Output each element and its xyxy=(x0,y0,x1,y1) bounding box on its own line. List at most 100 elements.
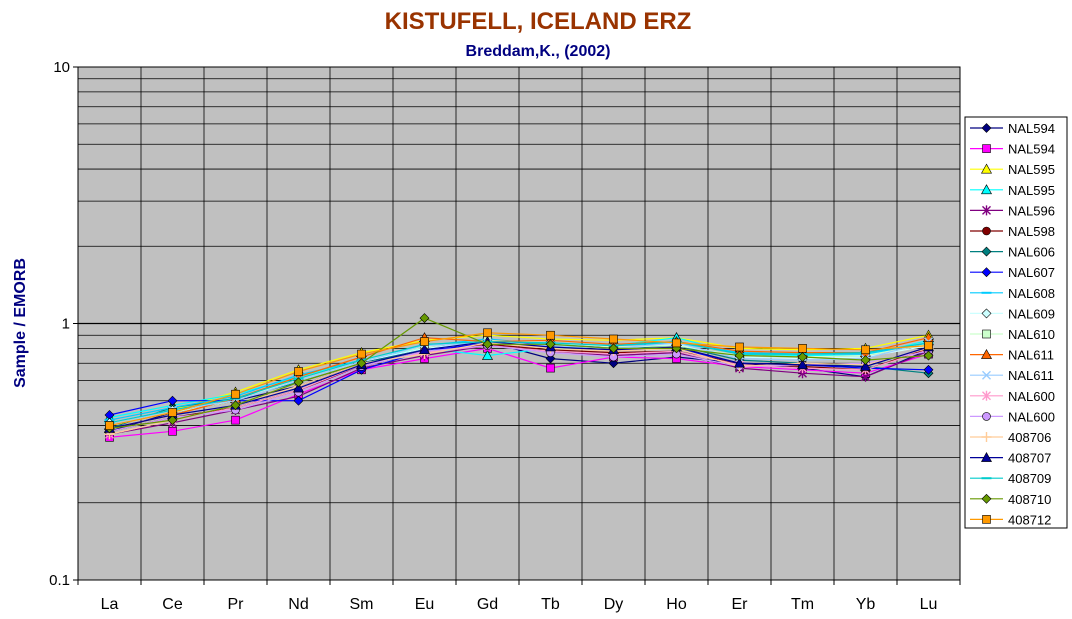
x-tick-label: Gd xyxy=(477,596,498,613)
legend-marker xyxy=(981,432,992,442)
data-point xyxy=(796,359,809,370)
data-point xyxy=(293,377,304,388)
data-point xyxy=(860,355,871,366)
legend-marker xyxy=(982,329,991,339)
legend-marker xyxy=(980,184,993,195)
data-point xyxy=(734,350,745,361)
x-tick-label: Ce xyxy=(162,596,183,613)
data-point xyxy=(231,389,240,399)
x-tick-label: Er xyxy=(732,596,749,613)
legend-marker xyxy=(982,370,991,380)
legend-item: 408706 xyxy=(970,430,1051,445)
series-line xyxy=(109,317,929,429)
legend-label: 408707 xyxy=(1008,451,1051,466)
series-group xyxy=(103,313,935,442)
legend-label: NAL611 xyxy=(1008,348,1054,363)
legend-marker xyxy=(981,246,992,257)
series-line xyxy=(109,337,929,419)
data-point xyxy=(608,343,619,354)
legend-item: NAL600 xyxy=(970,389,1055,404)
legend-marker xyxy=(980,348,993,359)
data-point xyxy=(545,353,556,364)
chart-subtitle: Breddam,K., (2002) xyxy=(466,43,611,60)
legend-item: NAL610 xyxy=(970,327,1055,342)
x-tick-label: Yb xyxy=(856,596,876,613)
legend-label: 408710 xyxy=(1008,492,1051,507)
legend-marker xyxy=(981,308,992,319)
data-point xyxy=(418,344,431,355)
legend xyxy=(964,116,1068,529)
x-tick-label: Ho xyxy=(666,596,687,613)
legend-label: NAL600 xyxy=(1008,389,1055,404)
data-point xyxy=(923,364,934,375)
legend-item: NAL600 xyxy=(970,409,1055,424)
data-point xyxy=(546,330,555,340)
legend-marker xyxy=(982,226,991,236)
data-point xyxy=(292,382,305,393)
legend-marker xyxy=(981,493,992,504)
data-point xyxy=(733,357,746,368)
data-point xyxy=(798,344,807,353)
legend-item: NAL596 xyxy=(970,203,1055,218)
data-point xyxy=(609,334,618,344)
legend-label: NAL609 xyxy=(1008,306,1055,321)
legend-label: NAL611 xyxy=(1008,368,1054,383)
data-point xyxy=(293,395,304,406)
data-point xyxy=(797,352,808,362)
data-point xyxy=(483,328,492,338)
series-line xyxy=(109,334,929,427)
series-line xyxy=(109,332,929,427)
legend-item: NAL607 xyxy=(970,265,1055,280)
data-point xyxy=(546,363,555,373)
legend-marker xyxy=(980,163,993,174)
y-axis-ticks: 0.1 1 10 xyxy=(49,59,78,589)
legend-marker xyxy=(981,267,992,278)
data-point xyxy=(861,345,870,355)
data-point xyxy=(168,426,177,436)
data-point xyxy=(924,341,933,350)
data-point xyxy=(735,342,744,352)
legend-label: NAL610 xyxy=(1008,327,1055,342)
data-point xyxy=(105,421,114,430)
legend-item: 408710 xyxy=(970,492,1051,507)
legend-item: NAL594 xyxy=(970,142,1055,157)
legend-marker xyxy=(981,123,992,133)
legend-item: NAL611 xyxy=(970,368,1054,383)
data-point xyxy=(672,338,681,348)
legend-item: 408709 xyxy=(970,471,1051,486)
data-point xyxy=(482,339,493,350)
legend-item: NAL595 xyxy=(970,183,1055,198)
y-tick-label: 0.1 xyxy=(49,572,70,589)
x-tick-label: Pr xyxy=(228,596,245,613)
legend-label: 408709 xyxy=(1008,471,1051,486)
legend-label: 408706 xyxy=(1008,430,1051,445)
data-point xyxy=(231,415,240,425)
data-point xyxy=(294,367,303,376)
x-tick-label: Eu xyxy=(415,596,435,613)
y-tick-label: 1 xyxy=(62,316,70,333)
data-point xyxy=(356,358,367,369)
legend-label: NAL594 xyxy=(1008,121,1055,136)
legend-item: 408707 xyxy=(970,451,1051,466)
x-tick-label: Lu xyxy=(920,596,938,613)
legend-entries: NAL594 NAL594 NAL595 NAL595 NAL596 NAL598 NAL6… xyxy=(970,121,1055,527)
series-line xyxy=(109,344,929,435)
data-point xyxy=(168,408,177,417)
data-point xyxy=(167,415,178,426)
data-point xyxy=(419,313,430,323)
data-point xyxy=(481,349,494,360)
chart-title: KISTUFELL, ICELAND ERZ xyxy=(385,8,692,35)
legend-item: NAL598 xyxy=(970,224,1055,239)
data-point xyxy=(357,349,366,359)
gridlines xyxy=(78,67,960,580)
legend-label: NAL607 xyxy=(1008,265,1055,280)
legend-label: NAL595 xyxy=(1008,183,1055,198)
legend-item: 408712 xyxy=(970,512,1051,527)
data-point xyxy=(545,339,556,350)
legend-label: NAL608 xyxy=(1008,286,1055,301)
data-point xyxy=(420,337,429,346)
legend-item: NAL594 xyxy=(970,121,1055,136)
legend-label: NAL594 xyxy=(1008,142,1055,157)
legend-label: NAL595 xyxy=(1008,162,1055,177)
